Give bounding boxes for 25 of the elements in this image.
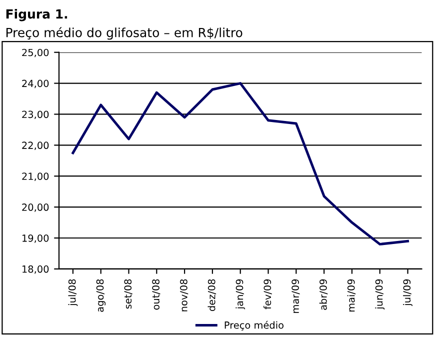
chart-title: Figura 1. xyxy=(6,9,68,22)
x-tick-label: nov/08 xyxy=(180,279,188,312)
y-tick-label: 18,00 xyxy=(22,265,49,274)
y-tick-label: 21,00 xyxy=(22,172,49,181)
x-tick-label: abr/09 xyxy=(319,279,328,310)
x-tick-label: jan/09 xyxy=(236,279,246,310)
line-series xyxy=(72,82,410,246)
chart-subtitle: Preço médio do glifosato – em R$/litro xyxy=(6,27,242,40)
x-tick-label: mar/09 xyxy=(292,279,300,313)
x-tick-label: fev/09 xyxy=(264,279,272,310)
x-tick-label: jul/08 xyxy=(68,279,78,306)
y-tick-label: 25,00 xyxy=(22,48,49,58)
y-tick-label: 22,00 xyxy=(22,142,49,150)
y-tick-label: 24,00 xyxy=(22,80,49,88)
x-tick-label: jun/09 xyxy=(375,279,385,310)
x-tick-label: set/08 xyxy=(124,279,132,309)
x-tick-label: mai/09 xyxy=(347,279,356,312)
y-tick-label: 23,00 xyxy=(22,110,49,120)
legend-label: Preço médio xyxy=(224,320,284,331)
x-tick-label: jul/09 xyxy=(403,279,412,306)
y-tick-label: 20,00 xyxy=(22,204,49,212)
x-tick-label: dez/08 xyxy=(208,279,216,312)
x-tick-label: out/08 xyxy=(152,279,160,310)
x-tick-label: ago/08 xyxy=(96,279,106,312)
y-tick-label: 19,00 xyxy=(22,234,49,243)
